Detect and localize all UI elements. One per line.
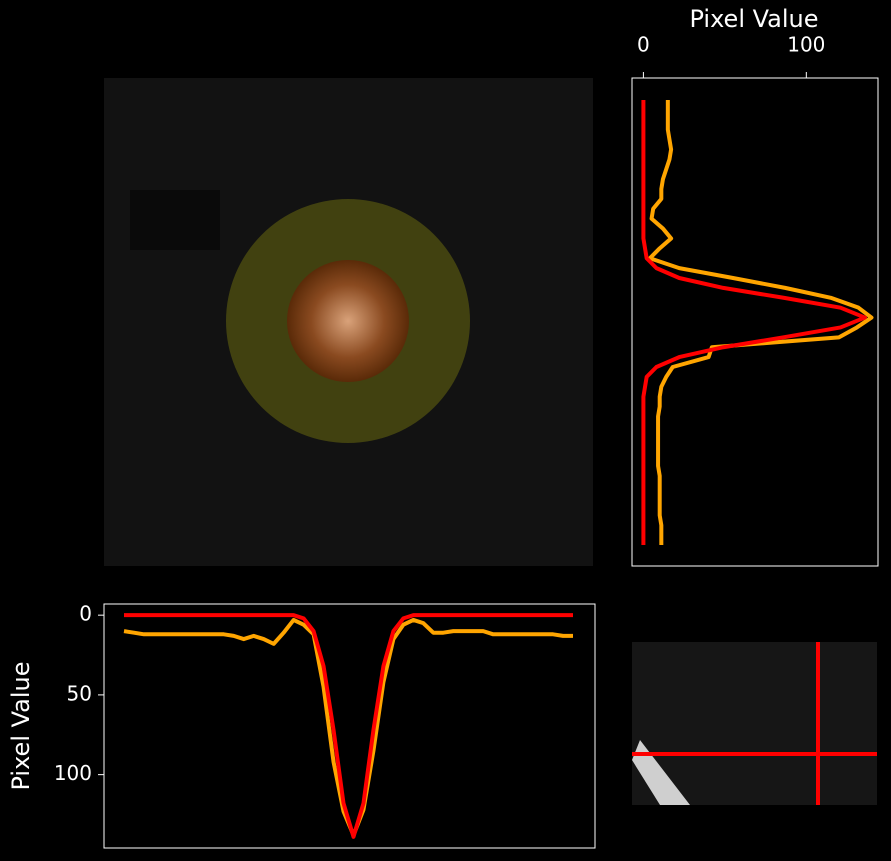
x-tick-label: 100 [787, 33, 825, 57]
x-axis-label: Pixel Value [689, 5, 818, 33]
series-line [124, 613, 573, 839]
aperture [287, 260, 409, 382]
image-panel [104, 78, 593, 566]
image-patch [130, 190, 220, 250]
y-tick-label: 100 [54, 761, 92, 785]
right-frame [631, 77, 879, 567]
thumbnail [632, 642, 877, 805]
y-tick-label: 0 [79, 602, 92, 626]
thumbnail-panel [632, 642, 877, 805]
y-tick-label: 50 [67, 681, 92, 705]
y-axis-label: Pixel Value [7, 661, 35, 790]
series-line [647, 100, 874, 545]
bottom-frame [103, 603, 596, 849]
thumbnail-edge [632, 740, 690, 805]
series-line [641, 100, 867, 545]
x-tick-label: 0 [637, 33, 650, 57]
